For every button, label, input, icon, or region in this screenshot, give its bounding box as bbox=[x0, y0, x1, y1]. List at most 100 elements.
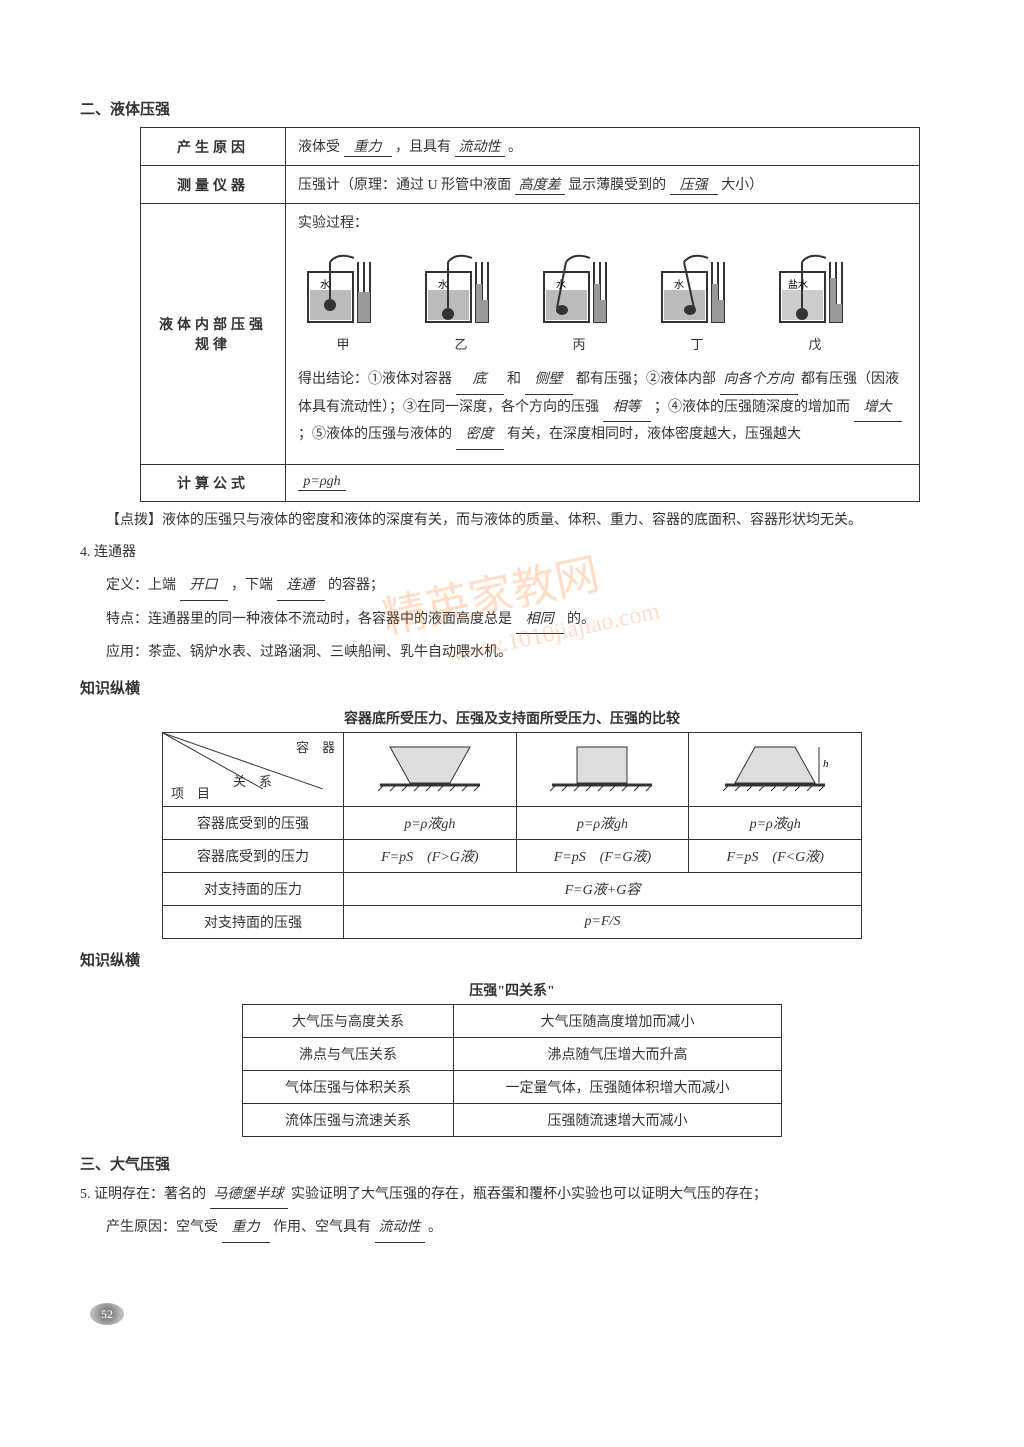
row-content: 实验过程： bbox=[286, 204, 920, 465]
beaker-icon: 水 bbox=[298, 242, 388, 332]
blank: 底 bbox=[456, 367, 504, 395]
table-row: 沸点与气压关系沸点随气压增大而升高 bbox=[243, 1037, 782, 1070]
cell: 压强随流速增大而减小 bbox=[454, 1103, 782, 1136]
row-label: 液体内部压强规律 bbox=[141, 204, 286, 465]
row-content: 压强计（原理：通过 U 形管中液面 高度差 显示薄膜受到的 压强 大小） bbox=[286, 166, 920, 204]
cell: 气体压强与体积关系 bbox=[243, 1070, 454, 1103]
comparison-title: 容器底所受压力、压强及支持面所受压力、压强的比较 bbox=[80, 708, 944, 728]
table-row: 容器底受到的压强 p=ρ液gh p=ρ液gh p=ρ液gh bbox=[163, 806, 862, 839]
vessel-cell bbox=[344, 732, 517, 806]
beaker-label: 乙 bbox=[416, 334, 506, 353]
table-row: 容器底受到的压力 F=pS (F>G液) F=pS (F=G液) F=pS (F… bbox=[163, 839, 862, 872]
cell: 一定量气体，压强随体积增大而减小 bbox=[454, 1070, 782, 1103]
cell: p=ρ液gh bbox=[344, 806, 517, 839]
header-text: 容 器 bbox=[296, 737, 335, 756]
text: 的容器； bbox=[328, 578, 384, 593]
text: ；⑤液体的压强与液体的 bbox=[298, 427, 452, 442]
blank: 连通 bbox=[277, 573, 325, 601]
blank: 向各个方向 bbox=[720, 367, 798, 395]
text: 得出结论：①液体对容器 bbox=[298, 372, 452, 387]
page-content: 二、液体压强 产生原因 液体受 重力 ，且具有 流动性 。 测量仪器 压强计（原… bbox=[0, 0, 1024, 1375]
beaker-diagram: 水 乙 bbox=[416, 242, 506, 353]
comparison-table: 容 器 项 目 关 系 bbox=[162, 732, 862, 939]
blank: 相同 bbox=[516, 607, 564, 635]
table-row: 流体压强与流速关系压强随流速增大而减小 bbox=[243, 1103, 782, 1136]
knowledge-label-1: 知识纵横 bbox=[80, 677, 944, 698]
table-row: 计算公式 p=ρgh bbox=[141, 464, 920, 501]
text: 的。 bbox=[567, 612, 595, 627]
text: 液体受 bbox=[298, 140, 340, 155]
beaker-label: 丁 bbox=[652, 334, 742, 353]
item-4-title: 4. 连通器 bbox=[80, 540, 944, 567]
text: 实验证明了大气压强的存在，瓶吞蛋和覆杯小实验也可以证明大气压的存在； bbox=[291, 1187, 767, 1202]
cell: p=ρ液gh bbox=[516, 806, 689, 839]
text: ；④液体的压强随深度的增加而 bbox=[654, 400, 850, 415]
row-label: 计算公式 bbox=[141, 464, 286, 501]
table-row: 大气压与高度关系大气压随高度增加而减小 bbox=[243, 1004, 782, 1037]
merged-cell: F=G液+G容 bbox=[344, 872, 862, 905]
blank: 流动性 bbox=[455, 136, 505, 157]
beaker-diagram: 盐水 戊 bbox=[770, 242, 860, 353]
text: ，下端 bbox=[231, 578, 273, 593]
item-4-feature: 特点：连通器里的同一种液体不流动时，各容器中的液面高度总是 相同 的。 bbox=[106, 607, 944, 635]
relations-title: 压强"四关系" bbox=[80, 980, 944, 1000]
row-label: 对支持面的压强 bbox=[163, 905, 344, 938]
diagonal-header: 容 器 项 目 关 系 bbox=[163, 732, 344, 806]
table-row: 产生原因 液体受 重力 ，且具有 流动性 。 bbox=[141, 128, 920, 166]
vessel-wide-top-icon bbox=[370, 739, 490, 795]
blank: 重力 bbox=[222, 1215, 270, 1243]
beaker-diagram: 水 丁 bbox=[652, 242, 742, 353]
cell: F=pS (F>G液) bbox=[344, 839, 517, 872]
cell: 沸点与气压关系 bbox=[243, 1037, 454, 1070]
row-content: p=ρgh bbox=[286, 464, 920, 501]
vessel-cell bbox=[516, 732, 689, 806]
merged-cell: p=F/S bbox=[344, 905, 862, 938]
beaker-diagram: 水 甲 bbox=[298, 242, 388, 353]
cell: 沸点随气压增大而升高 bbox=[454, 1037, 782, 1070]
blank: 增大 bbox=[854, 395, 902, 423]
item-4-def: 定义：上端 开口 ，下端 连通 的容器； bbox=[106, 573, 944, 601]
cell: F=pS (F=G液) bbox=[516, 839, 689, 872]
formula-blank: p=ρgh bbox=[298, 474, 346, 491]
page-number-wrap: 52 bbox=[90, 1303, 944, 1325]
text: 。 bbox=[428, 1220, 442, 1235]
text: 有关，在深度相同时，液体密度越大，压强越大 bbox=[507, 427, 801, 442]
cell: p=ρ液gh bbox=[689, 806, 862, 839]
vessel-narrow-top-icon: h bbox=[715, 739, 835, 795]
text: 显示薄膜受到的 bbox=[568, 178, 666, 193]
vessel-cell: h bbox=[689, 732, 862, 806]
text: 5. 证明存在：著名的 bbox=[80, 1187, 206, 1202]
beaker-icon: 水 bbox=[416, 242, 506, 332]
blank: 重力 bbox=[344, 136, 392, 157]
svg-text:盐水: 盐水 bbox=[788, 278, 808, 291]
text: 。 bbox=[508, 140, 522, 155]
table-row: 液体内部压强规律 实验过程： bbox=[141, 204, 920, 465]
table-row: 容 器 项 目 关 系 bbox=[163, 732, 862, 806]
text: 和 bbox=[507, 372, 521, 387]
svg-text:水: 水 bbox=[438, 279, 448, 291]
row-label: 产生原因 bbox=[141, 128, 286, 166]
section-3-title: 三、大气压强 bbox=[80, 1153, 944, 1174]
text: 压强计（原理：通过 U 形管中液面 bbox=[298, 178, 511, 193]
row-label: 容器底受到的压力 bbox=[163, 839, 344, 872]
page-number-badge: 52 bbox=[90, 1303, 124, 1325]
item-5-proof: 5. 证明存在：著名的 马德堡半球 实验证明了大气压强的存在，瓶吞蛋和覆杯小实验… bbox=[80, 1182, 944, 1210]
cell: 大气压与高度关系 bbox=[243, 1004, 454, 1037]
beaker-icon: 盐水 bbox=[770, 242, 860, 332]
text: ，且具有 bbox=[395, 140, 451, 155]
text: 作用、空气具有 bbox=[273, 1220, 371, 1235]
blank: 马德堡半球 bbox=[210, 1182, 288, 1210]
conclusion-text: 得出结论：①液体对容器 底 和 侧壁 都有压强；②液体内部 向各个方向 都有压强… bbox=[298, 367, 907, 450]
beaker-label: 戊 bbox=[770, 334, 860, 353]
blank: 压强 bbox=[670, 174, 718, 195]
svg-text:水: 水 bbox=[674, 279, 684, 291]
table-row: 对支持面的压力 F=G液+G容 bbox=[163, 872, 862, 905]
table-row: 对支持面的压强 p=F/S bbox=[163, 905, 862, 938]
liquid-pressure-table: 产生原因 液体受 重力 ，且具有 流动性 。 测量仪器 压强计（原理：通过 U … bbox=[140, 127, 920, 502]
header-text: 关 系 bbox=[233, 771, 272, 790]
svg-text:水: 水 bbox=[556, 279, 566, 291]
item-4-app: 应用：茶壶、锅炉水表、过路涵洞、三峡船闸、乳牛自动喂水机。 bbox=[106, 640, 944, 667]
experiment-title: 实验过程： bbox=[298, 212, 907, 232]
blank: 开口 bbox=[180, 573, 228, 601]
beaker-icon: 水 bbox=[652, 242, 742, 332]
